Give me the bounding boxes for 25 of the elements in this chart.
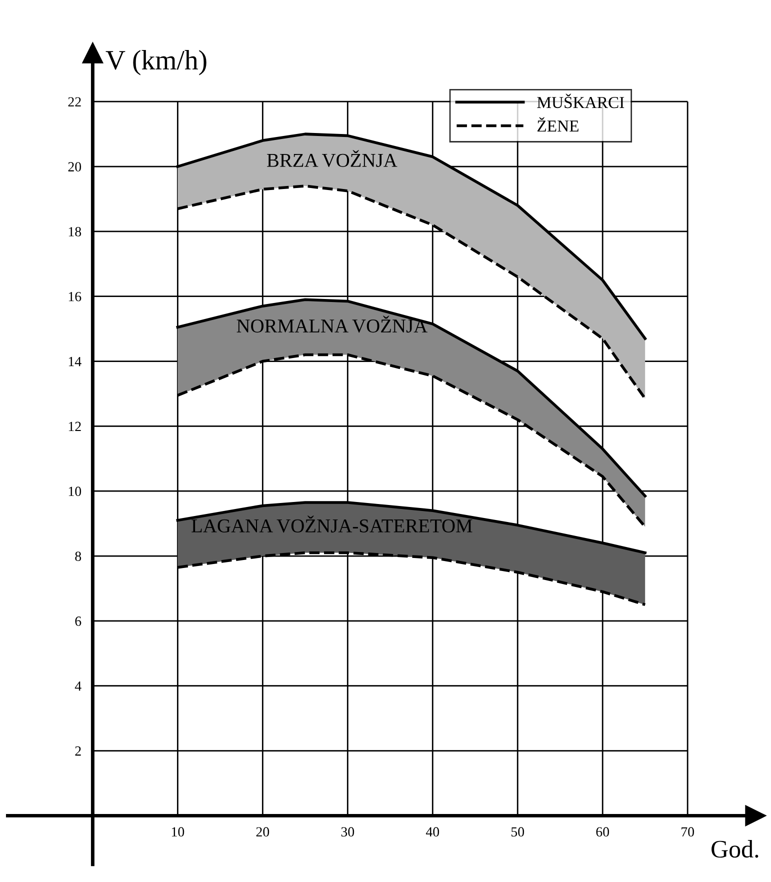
y-tick-label: 12	[68, 422, 81, 431]
y-axis-title: V (km/h)	[106, 50, 206, 76]
y-tick-label: 6	[75, 616, 82, 626]
legend-label: ŽENE	[537, 117, 578, 132]
y-tick-label: 4	[74, 682, 82, 691]
annotation: BRZA VOŽNJA	[267, 150, 398, 168]
y-tick-label: 14	[68, 356, 82, 366]
y-tick-label: 2	[75, 746, 81, 756]
y-tick-label: 16	[68, 292, 82, 302]
y-tick-label: 20	[68, 162, 82, 172]
annotation: NORMALNA VOŽNJA	[236, 316, 428, 333]
annotation: LAGANA VOŽNJA-SATERETOM	[192, 516, 472, 533]
legend-label: MUŠKARCI	[537, 94, 624, 108]
y-tick-label: 10	[68, 486, 82, 496]
x-axis-title: God.	[712, 840, 758, 858]
x-tick-label: 60	[596, 827, 610, 837]
x-tick-label: 30	[341, 827, 354, 837]
x-tick-label: 40	[426, 827, 440, 837]
y-tick-label: 18	[68, 227, 82, 236]
x-tick-label: 10	[172, 827, 184, 837]
y-tick-label: 22	[68, 97, 81, 106]
x-tick-label: 50	[511, 827, 524, 837]
y-tick-label: 8	[75, 552, 82, 561]
x-tick-label: 70	[682, 827, 694, 837]
x-tick-label: 20	[256, 827, 270, 837]
